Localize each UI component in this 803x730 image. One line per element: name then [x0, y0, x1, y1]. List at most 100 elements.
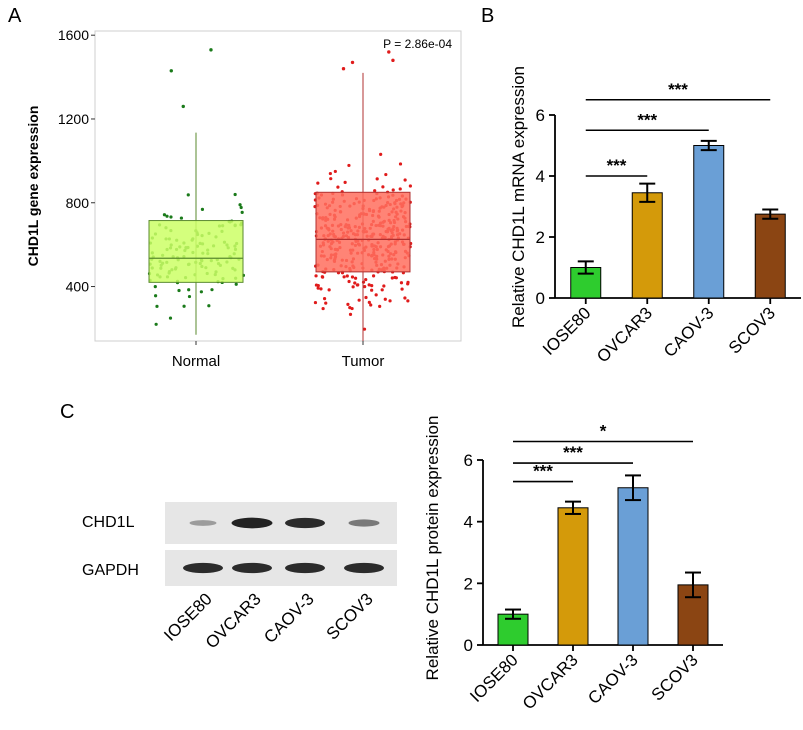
- panel-a-point: [319, 287, 323, 291]
- panel-a-point: [199, 290, 203, 294]
- panel-a-point: [343, 180, 347, 184]
- panel-a-point: [153, 285, 157, 289]
- blot-band: [285, 517, 325, 529]
- y-tick-label: 4: [464, 513, 473, 532]
- panel-a-outlier: [341, 67, 346, 71]
- x-tick-label: OVCAR3: [593, 303, 656, 366]
- panel-c-y-axis-label: Relative CHD1L protein expression: [423, 416, 442, 681]
- panel-a-point: [400, 287, 404, 291]
- panel-a-point: [355, 283, 359, 287]
- x-tick-label: CAOV-3: [660, 303, 718, 361]
- panel-a-point: [364, 277, 368, 282]
- blot-band: [285, 562, 325, 574]
- panel-a-point: [321, 275, 325, 279]
- panel-a-point: [342, 275, 346, 279]
- panel-a-box: [148, 220, 244, 283]
- panel-a-point: [394, 276, 398, 280]
- panel-b-y-axis-label: Relative CHD1L mRNA expression: [509, 66, 528, 328]
- blot-band: [344, 562, 384, 574]
- panel-label-c: C: [60, 401, 74, 423]
- panel-a-point: [388, 299, 392, 303]
- panel-a-point: [322, 297, 327, 301]
- panel-a-point: [367, 283, 371, 287]
- panel-a-point: [381, 185, 385, 189]
- panel-a-outlier: [169, 69, 173, 73]
- bar-ovcar3: [557, 507, 589, 646]
- significance-label: ***: [563, 443, 583, 462]
- panel-a-point: [367, 300, 371, 304]
- panel-a-point: [233, 192, 237, 197]
- blot-band: [189, 520, 217, 526]
- panel-a-outlier: [387, 50, 391, 54]
- panel-a-x-tick-label: Normal: [172, 353, 220, 370]
- panel-a-point: [234, 282, 238, 286]
- blot-row-label-chd1l: CHD1L: [82, 514, 135, 531]
- significance-label: *: [600, 422, 607, 441]
- panel-a-point: [379, 152, 383, 156]
- y-tick-label: 4: [536, 167, 545, 186]
- panel-a-point: [403, 178, 407, 182]
- panel-a-box: [315, 191, 411, 273]
- panel-label-a: A: [8, 5, 22, 27]
- panel-a-point: [313, 300, 318, 305]
- panel-a-point: [168, 316, 173, 320]
- panel-a-point: [207, 304, 211, 308]
- panel-a-point: [314, 283, 319, 287]
- panel-a-point: [373, 189, 377, 193]
- panel-a-y-tick-label: 1600: [58, 27, 89, 43]
- blot-row-label-gapdh: GAPDH: [82, 562, 139, 579]
- panel-a-point: [371, 274, 376, 278]
- panel-a-point: [329, 177, 333, 181]
- x-tick-label: OVCAR3: [519, 650, 582, 713]
- panel-a-point: [179, 216, 184, 220]
- panel-a-point: [398, 162, 403, 166]
- panel-a-point: [187, 294, 192, 299]
- significance-label: ***: [668, 80, 688, 99]
- bar-scov3: [754, 213, 786, 299]
- panel-a-point: [314, 274, 318, 278]
- panel-a-point: [327, 288, 331, 292]
- panel-a-point: [364, 295, 368, 300]
- panel-a-point: [328, 171, 332, 176]
- panel-a-point: [200, 207, 205, 211]
- panel-a-point: [357, 298, 361, 302]
- panel-a-point: [239, 205, 243, 210]
- x-tick-label: IOSE80: [466, 650, 522, 706]
- blot-lane-label: SCOV3: [323, 589, 377, 643]
- y-tick-label: 0: [536, 289, 545, 308]
- blot-lane-label: CAOV-3: [260, 589, 318, 647]
- panel-a-point: [398, 187, 402, 191]
- panel-a-point: [348, 306, 352, 310]
- panel-a-point: [346, 302, 350, 306]
- panel-a-point: [162, 213, 167, 217]
- blot-band: [183, 562, 223, 574]
- panel-a-y-tick-label: 400: [66, 279, 90, 295]
- panel-a-point: [370, 284, 374, 288]
- panel-a-point: [238, 203, 242, 207]
- panel-b-bar-chart: Relative CHD1L mRNA expression 0 2 4 6 IOSE8…: [509, 66, 801, 366]
- panel-a-outlier: [209, 48, 213, 52]
- x-tick-label: SCOV3: [648, 650, 702, 704]
- panel-a-y-tick-label: 800: [66, 195, 90, 211]
- panel-a-p-value: P = 2.86e-04: [383, 37, 452, 51]
- x-tick-label: SCOV3: [725, 303, 779, 357]
- panel-a-point: [210, 288, 214, 292]
- panel-a-outlier: [350, 60, 355, 65]
- panel-a-point: [187, 288, 191, 292]
- panel-a-point: [321, 306, 325, 311]
- panel-a-outlier: [181, 104, 185, 109]
- blot-band: [231, 517, 273, 529]
- panel-a-point: [353, 281, 357, 285]
- panel-a-point: [375, 177, 379, 181]
- y-tick-label: 6: [536, 106, 545, 125]
- panel-a-point: [380, 288, 384, 292]
- panel-a-point: [182, 304, 186, 308]
- panel-a-point: [369, 303, 373, 307]
- panel-a-point: [406, 299, 410, 303]
- panel-a-point: [406, 282, 410, 286]
- y-tick-label: 2: [464, 574, 473, 593]
- panel-a-boxplot: CHD1L gene expression P = 2.86e-04 400 80…: [25, 27, 462, 370]
- panel-a-point: [382, 284, 386, 288]
